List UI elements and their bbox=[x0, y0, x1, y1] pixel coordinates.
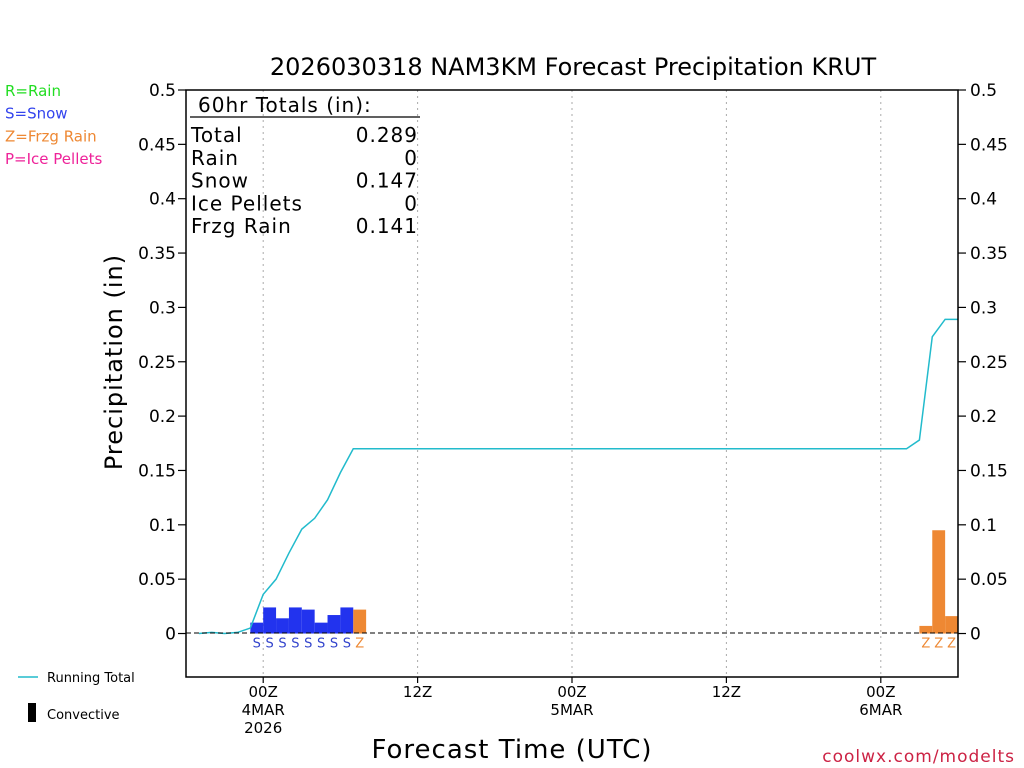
x-tick-label-0-1: 4MAR bbox=[242, 701, 285, 719]
x-tick-label-0-0: 00Z bbox=[249, 683, 278, 701]
precip-bar-8 bbox=[353, 609, 367, 634]
totals-row-value-3: 0 bbox=[404, 191, 418, 215]
y-axis-label: Precipitation (in) bbox=[100, 254, 128, 470]
precip-type-label-5: S bbox=[317, 637, 325, 652]
precip-bar-3 bbox=[288, 607, 302, 634]
precip-bar-1 bbox=[263, 607, 277, 634]
totals-box: 60hr Totals (in): Total 0.289 Rain 0 Snow 0.1… bbox=[190, 93, 420, 238]
totals-row-value-0: 0.289 bbox=[356, 123, 418, 147]
precip-type-label-4: S bbox=[304, 637, 312, 652]
totals-row-label-2: Snow bbox=[191, 169, 249, 193]
convective-legend-label: Convective bbox=[47, 708, 120, 723]
precip-type-label-11: Z bbox=[947, 637, 956, 652]
y-tick-label-right-1: 0.05 bbox=[970, 570, 1008, 590]
precip-bar-2 bbox=[276, 618, 289, 634]
x-tick-label-2-0: 00Z bbox=[557, 683, 586, 701]
precip-bar-4 bbox=[301, 609, 315, 634]
legend-type-0: R=Rain bbox=[5, 82, 61, 100]
y-tick-label-right-0: 0 bbox=[970, 625, 981, 645]
precip-type-label-6: S bbox=[330, 637, 338, 652]
credit-label: coolwx.com/modelts bbox=[822, 747, 1015, 767]
precip-type-label-10: Z bbox=[934, 637, 943, 652]
chart-title: 2026030318 NAM3KM Forecast Precipitation… bbox=[270, 53, 877, 81]
totals-row-label-1: Rain bbox=[191, 146, 239, 170]
x-axis-label: Forecast Time (UTC) bbox=[371, 735, 652, 765]
y-ticks-right: 0 0.05 0.1 0.15 0.2 0.25 0.3 0.35 0.4 0.45 0.5 bbox=[958, 81, 1008, 645]
y-ticks-left: 0 0.05 0.1 0.15 0.2 0.25 0.3 0.35 0.4 0.45 0.5 bbox=[138, 81, 186, 645]
y-tick-label-left-2: 0.1 bbox=[149, 516, 176, 536]
precip-type-label-8: Z bbox=[355, 637, 364, 652]
x-tick-label-1-0: 12Z bbox=[403, 683, 432, 701]
y-tick-label-left-8: 0.4 bbox=[149, 190, 176, 210]
y-tick-label-left-5: 0.25 bbox=[138, 353, 176, 373]
x-tick-label-2-1: 5MAR bbox=[550, 701, 593, 719]
y-tick-label-right-10: 0.5 bbox=[970, 81, 997, 101]
precip-type-label-3: S bbox=[291, 637, 299, 652]
precip-bar-9 bbox=[919, 625, 933, 634]
legend-type-1: S=Snow bbox=[5, 105, 68, 123]
vertical-gridlines bbox=[262, 90, 882, 677]
running-total-line bbox=[198, 318, 958, 635]
convective-legend-swatch bbox=[28, 703, 36, 722]
y-tick-label-right-7: 0.35 bbox=[970, 244, 1008, 264]
precip-type-label-9: Z bbox=[921, 637, 930, 652]
totals-row-label-3: Ice Pellets bbox=[191, 191, 303, 215]
precip-type-label-0: S bbox=[253, 637, 261, 652]
y-tick-label-left-1: 0.05 bbox=[138, 570, 176, 590]
y-tick-label-left-7: 0.35 bbox=[138, 244, 176, 264]
totals-row-label-4: Frzg Rain bbox=[191, 214, 292, 238]
y-tick-label-left-6: 0.3 bbox=[149, 298, 176, 318]
totals-row-value-4: 0.141 bbox=[356, 214, 418, 238]
y-tick-label-right-9: 0.45 bbox=[970, 135, 1008, 155]
y-tick-label-left-9: 0.45 bbox=[138, 135, 176, 155]
totals-row-label-0: Total bbox=[190, 123, 243, 147]
precip-bar-5 bbox=[314, 622, 328, 634]
x-tick-label-3-0: 12Z bbox=[712, 683, 741, 701]
y-tick-label-right-6: 0.3 bbox=[970, 298, 997, 318]
precip-type-label-2: S bbox=[278, 637, 286, 652]
legend-type-2: Z=Frzg Rain bbox=[5, 127, 97, 145]
precip-bar-7 bbox=[340, 607, 354, 634]
precip-bar-0 bbox=[250, 622, 264, 634]
precip-type-label-7: S bbox=[343, 637, 351, 652]
legend-type-3: P=Ice Pellets bbox=[5, 150, 102, 168]
precip-type-label-1: S bbox=[266, 637, 274, 652]
y-tick-label-right-3: 0.15 bbox=[970, 461, 1008, 481]
running-total-polyline bbox=[198, 318, 958, 635]
precip-bars bbox=[250, 530, 958, 634]
y-tick-label-right-4: 0.2 bbox=[970, 407, 997, 427]
precip-bar-11 bbox=[945, 616, 958, 634]
running-total-legend-label: Running Total bbox=[47, 671, 135, 686]
x-tick-label-0-2: 2026 bbox=[244, 719, 282, 737]
totals-row-value-2: 0.147 bbox=[356, 169, 418, 193]
precip-type-legend: R=Rain S=Snow Z=Frzg Rain P=Ice Pellets bbox=[5, 82, 102, 168]
y-tick-label-left-4: 0.2 bbox=[149, 407, 176, 427]
y-tick-label-right-8: 0.4 bbox=[970, 190, 997, 210]
totals-heading: 60hr Totals (in): bbox=[198, 93, 372, 117]
x-tick-label-4-0: 00Z bbox=[866, 683, 895, 701]
y-tick-label-right-2: 0.1 bbox=[970, 516, 997, 536]
totals-rows: Total 0.289 Rain 0 Snow 0.147 Ice Pellets 0 Frzg… bbox=[190, 123, 418, 238]
y-tick-label-left-3: 0.15 bbox=[138, 461, 176, 481]
totals-row-value-1: 0 bbox=[404, 146, 418, 170]
y-tick-label-right-5: 0.25 bbox=[970, 353, 1008, 373]
y-tick-label-left-0: 0 bbox=[165, 625, 176, 645]
precip-bar-10 bbox=[932, 530, 946, 634]
series-legend: Running Total Convective bbox=[18, 671, 135, 723]
x-tick-label-4-1: 6MAR bbox=[859, 701, 902, 719]
y-tick-label-left-10: 0.5 bbox=[149, 81, 176, 101]
precip-bar-6 bbox=[327, 615, 341, 634]
